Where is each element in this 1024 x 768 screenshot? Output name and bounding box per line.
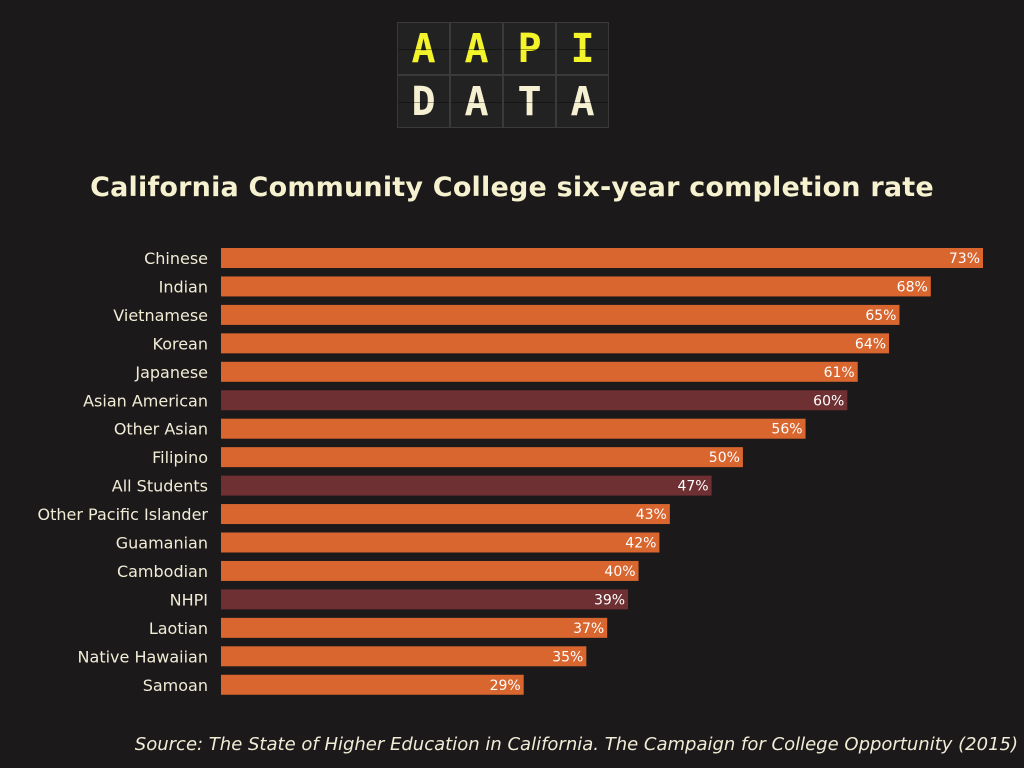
value-label: 73% (949, 251, 980, 267)
value-label: 61% (824, 365, 855, 381)
category-label: All Students (112, 477, 208, 496)
category-label: Other Asian (114, 420, 208, 439)
value-label: 47% (677, 479, 708, 495)
source-note: Source: The State of Higher Education in… (134, 734, 1018, 755)
bar (221, 333, 890, 354)
bar (221, 276, 931, 297)
logo-letter: P (503, 22, 556, 75)
bar (221, 447, 743, 468)
category-label: Chinese (144, 249, 208, 268)
category-label: Asian American (83, 391, 208, 410)
logo-letter: I (556, 22, 609, 75)
value-label: 64% (855, 336, 886, 352)
value-label: 65% (865, 308, 896, 324)
bar (221, 646, 587, 667)
value-label: 40% (604, 564, 635, 580)
chart-title: California Community College six-year co… (90, 172, 934, 203)
bar (221, 361, 858, 382)
logo-letter: A (556, 75, 609, 128)
bar (221, 304, 900, 325)
category-label: Other Pacific Islander (38, 505, 209, 524)
category-label: Vietnamese (113, 306, 208, 325)
value-label: 60% (813, 393, 844, 409)
bar (221, 674, 524, 695)
logo-letter: A (450, 22, 503, 75)
value-label: 37% (573, 621, 604, 637)
logo-letter: T (503, 75, 556, 128)
value-label: 29% (490, 678, 521, 694)
logo-letter: D (397, 75, 450, 128)
category-label: Samoan (143, 676, 208, 695)
aapi-data-logo: A A P I D A T A (397, 22, 609, 128)
logo-letter: A (450, 75, 503, 128)
value-label: 43% (636, 507, 667, 523)
category-label: NHPI (170, 590, 208, 609)
bar (221, 418, 806, 439)
category-label: Cambodian (117, 562, 208, 581)
value-label: 56% (771, 422, 802, 438)
value-label: 50% (709, 450, 740, 466)
category-label: Indian (159, 277, 208, 296)
bar (221, 532, 660, 553)
bar (221, 589, 629, 610)
bar (221, 248, 983, 268)
category-label: Guamanian (116, 534, 208, 553)
category-label: Laotian (149, 619, 208, 638)
value-label: 68% (897, 279, 928, 295)
category-label: Filipino (152, 448, 208, 467)
bar (221, 390, 848, 411)
category-label: Korean (153, 334, 209, 353)
bar (221, 504, 670, 525)
bar (221, 475, 712, 496)
bar (221, 560, 639, 581)
value-label: 42% (625, 536, 656, 552)
value-label: 39% (594, 592, 625, 608)
category-label: Native Hawaiian (78, 647, 208, 666)
value-label: 35% (552, 649, 583, 665)
category-label: Japanese (134, 363, 208, 382)
logo-letter: A (397, 22, 450, 75)
bar (221, 617, 608, 638)
